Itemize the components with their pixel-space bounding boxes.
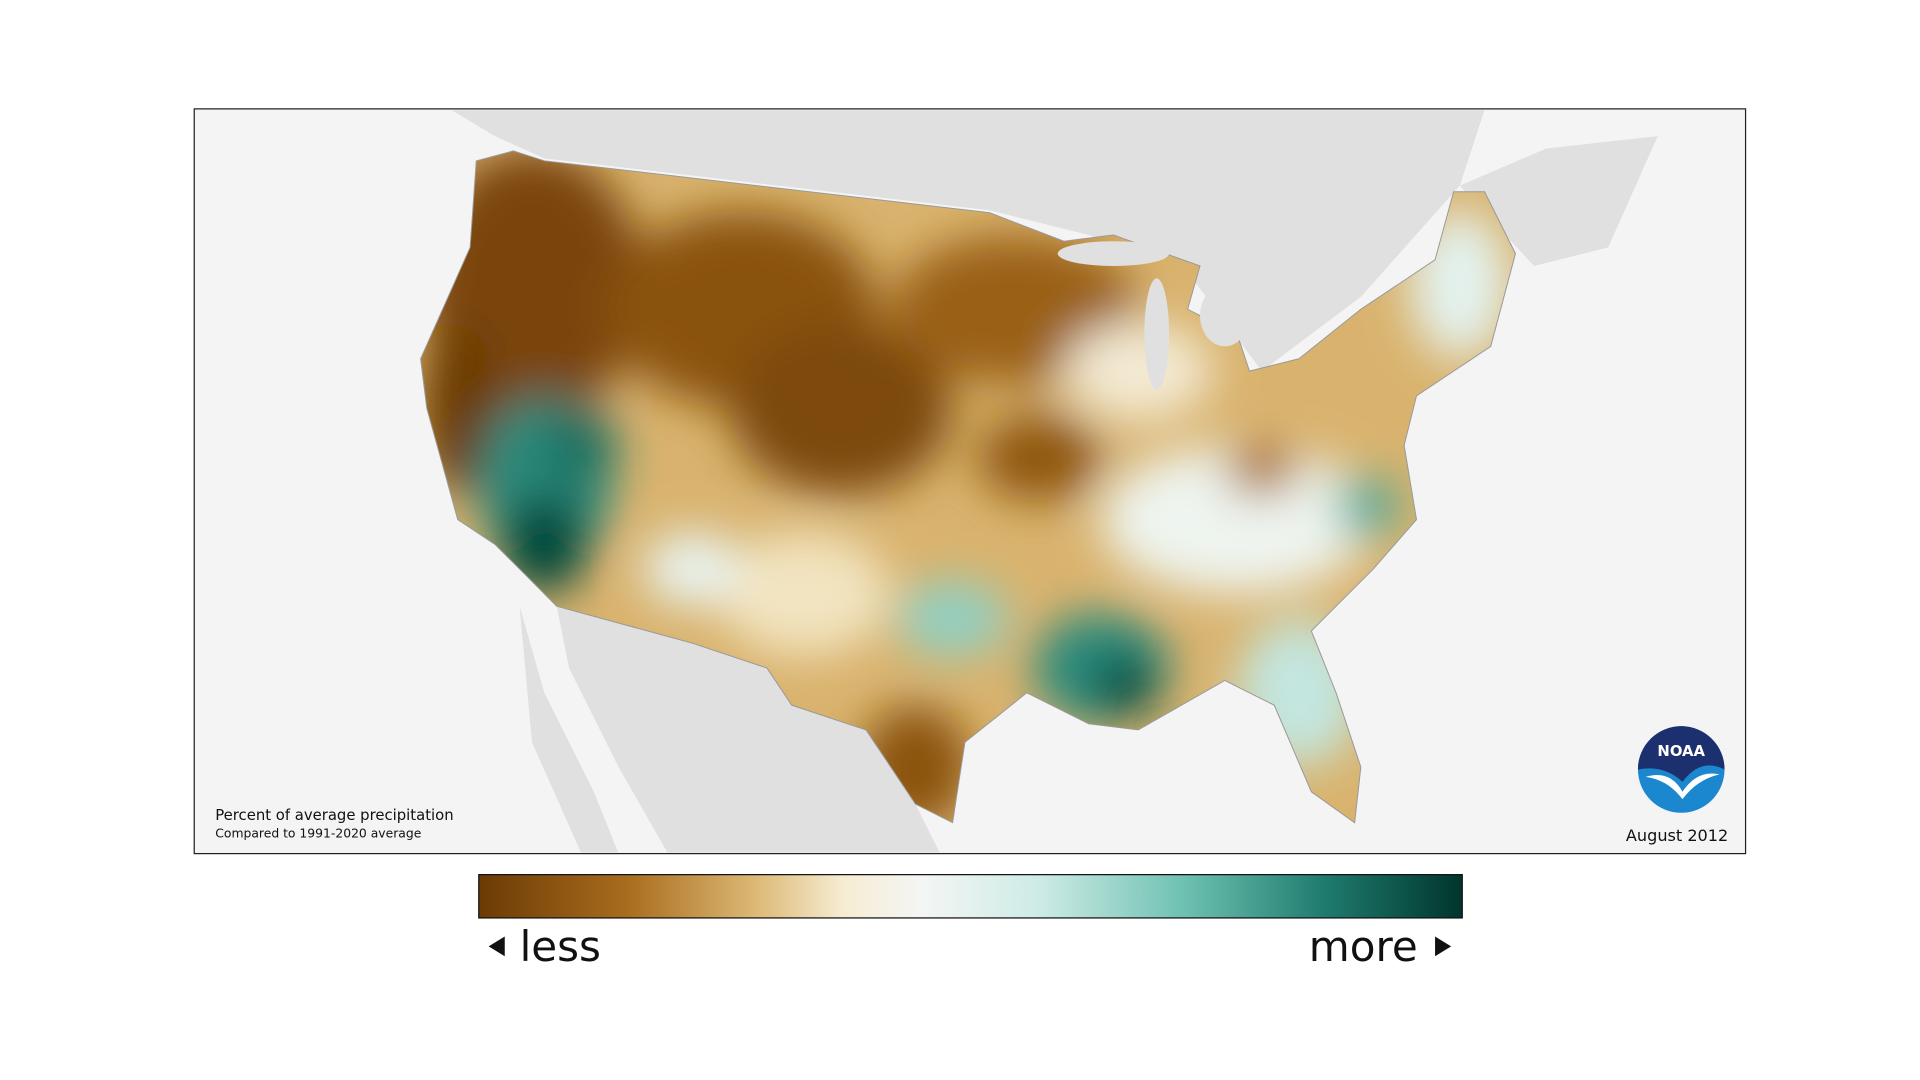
great-lakes [1057, 241, 1250, 390]
right-arrow [1435, 936, 1452, 957]
noaa-logo: NOAA [1637, 726, 1725, 813]
colorbar [478, 874, 1463, 919]
canada-east [1459, 136, 1658, 266]
us-outline [420, 150, 1516, 824]
map-title: Percent of average precipitation [215, 807, 453, 824]
baja [519, 606, 619, 853]
map-subtitle: Compared to 1991-2020 average [215, 827, 421, 841]
legend-high: more [1309, 922, 1418, 971]
mexico [556, 606, 940, 853]
left-arrow [488, 936, 505, 957]
map-date: August 2012 [1626, 826, 1728, 845]
logo-text: NOAA [1657, 743, 1705, 760]
legend-low: less [520, 922, 601, 971]
